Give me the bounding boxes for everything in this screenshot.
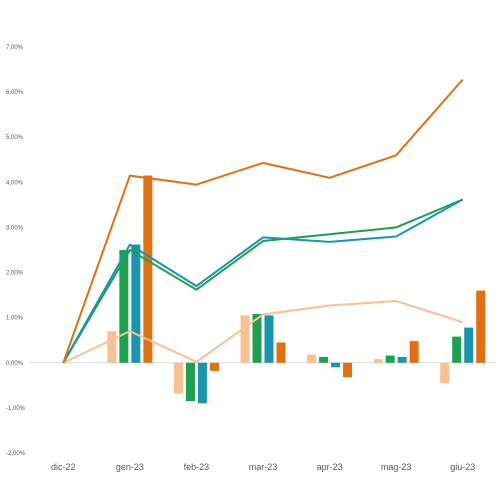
line-series-1 — [62, 300, 464, 364]
y-tick-label: 6,00% — [6, 90, 24, 96]
bar-s2-giu-23 — [452, 336, 462, 363]
bar-s1-feb-23 — [173, 362, 183, 394]
bar-s3-mar-23 — [264, 315, 274, 363]
bar-s4-apr-23 — [343, 362, 353, 378]
bar-s3-gen-23 — [131, 244, 141, 363]
bar-s2-gen-23 — [119, 250, 129, 363]
x-tick-label: mar-23 — [249, 462, 278, 472]
bar-s1-mag-23 — [373, 359, 383, 363]
bar-s3-mag-23 — [397, 356, 407, 363]
x-tick-label: giu-23 — [450, 462, 475, 472]
x-tick-label: mag-23 — [381, 462, 412, 472]
y-tick-label: -1,00% — [6, 406, 26, 412]
x-tick-label: feb-23 — [184, 462, 210, 472]
y-tick-label: 4,00% — [6, 180, 24, 186]
bar-s4-mag-23 — [409, 341, 419, 363]
bar-s3-feb-23 — [197, 362, 207, 404]
bar-s3-giu-23 — [464, 327, 474, 363]
y-tick-label: 2,00% — [6, 271, 24, 277]
line-series-group — [62, 78, 464, 364]
y-tick-label: 1,00% — [6, 316, 24, 322]
bar-s4-gen-23 — [143, 175, 153, 363]
y-tick-label: -2,00% — [6, 451, 26, 457]
y-tick-label: 7,00% — [6, 45, 24, 51]
bar-s2-mag-23 — [385, 355, 395, 363]
bar-s4-feb-23 — [209, 362, 219, 371]
bar-s3-apr-23 — [331, 362, 341, 368]
bar-s1-gen-23 — [107, 331, 117, 363]
bar-s1-giu-23 — [440, 362, 450, 384]
y-tick-label: 5,00% — [6, 135, 24, 141]
bar-s4-giu-23 — [476, 290, 486, 363]
y-axis-ticks: 7,00% 6,00% 5,00% 4,00% 3,00% 2,00% 1,00% 0,00%… — [6, 45, 26, 457]
bar-s1-apr-23 — [307, 354, 317, 363]
x-axis-ticks: dic-22 gen-23 feb-23 mar-23 apr-23 mag-23 giu-… — [51, 462, 475, 472]
x-tick-label: gen-23 — [116, 462, 144, 472]
bar-s2-feb-23 — [185, 362, 195, 402]
y-tick-label: 0,00% — [6, 361, 24, 367]
bar-s2-mar-23 — [252, 314, 262, 363]
bar-s1-mar-23 — [240, 315, 250, 363]
line-series-2 — [62, 198, 464, 364]
y-tick-label: 3,00% — [6, 225, 24, 231]
bar-s2-apr-23 — [319, 356, 329, 363]
bar-s4-mar-23 — [276, 342, 286, 363]
line-series-3 — [62, 198, 464, 364]
bar-series-group — [107, 175, 486, 404]
line-series-4 — [62, 78, 464, 364]
x-tick-label: dic-22 — [51, 462, 76, 472]
x-tick-label: apr-23 — [317, 462, 343, 472]
